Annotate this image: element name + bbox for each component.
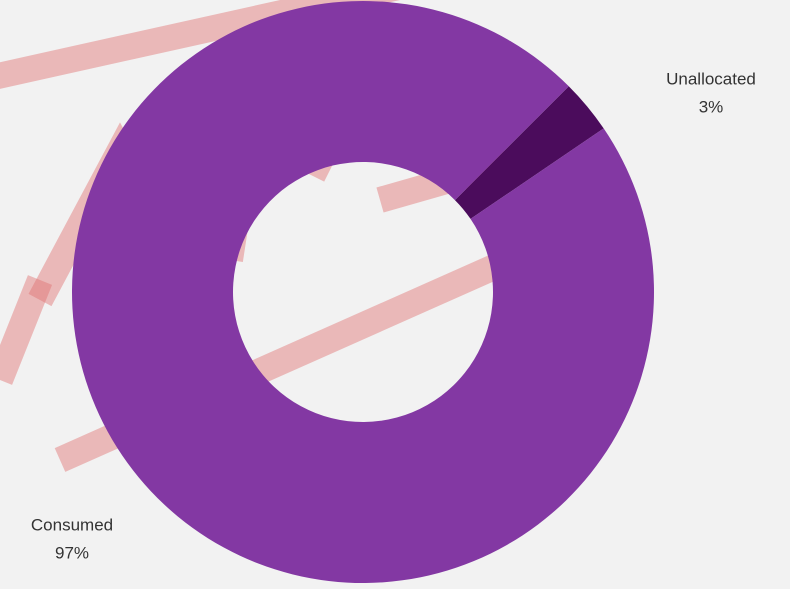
slice — [454, 86, 604, 219]
slice-label: Unallocated — [666, 69, 756, 88]
slice — [71, 0, 654, 583]
slice-value-label: 97% — [55, 543, 89, 562]
slice-value-label: 3% — [699, 97, 724, 116]
slice-label: Consumed — [31, 515, 113, 534]
